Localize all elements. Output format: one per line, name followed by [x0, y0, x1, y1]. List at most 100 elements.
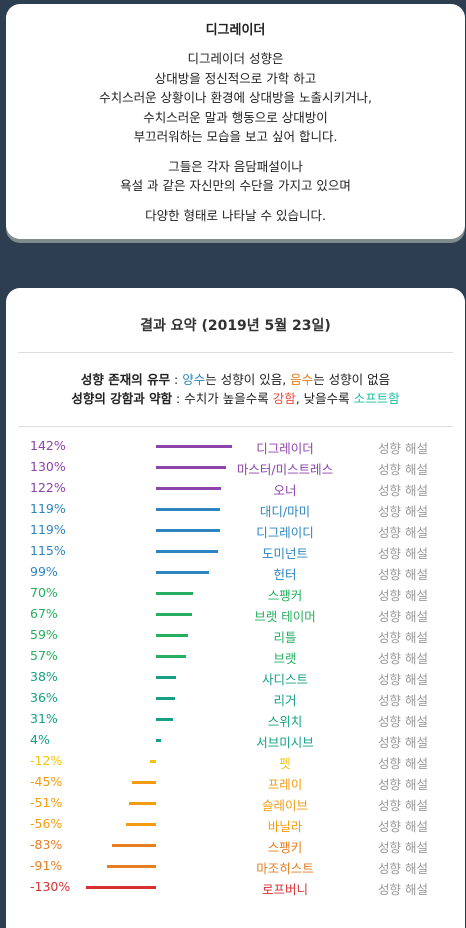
- result-bar: [128, 802, 156, 805]
- result-bar: [126, 823, 156, 826]
- result-percentage: 130%: [30, 459, 66, 474]
- result-percentage: 67%: [30, 606, 58, 621]
- result-type-name: 서브미시브: [256, 735, 314, 750]
- interpretation-link[interactable]: 성향 해설: [378, 735, 428, 750]
- interpretation-link[interactable]: 성향 해설: [378, 588, 428, 603]
- result-percentage: -130%: [30, 879, 71, 894]
- interpretation-link[interactable]: 성향 해설: [378, 714, 428, 729]
- result-row: 59% 리틀 성향 해설: [6, 625, 465, 646]
- result-percentage: -12%: [30, 753, 63, 768]
- intro-title: 디그레이더: [205, 23, 266, 38]
- result-type-name: 펫: [279, 756, 291, 771]
- result-row: 70% 스팽커 성향 해설: [6, 583, 465, 604]
- result-percentage: -91%: [30, 858, 63, 873]
- result-bar: [156, 655, 187, 658]
- result-percentage: 142%: [30, 438, 66, 453]
- interpretation-link[interactable]: 성향 해설: [378, 861, 428, 876]
- interpretation-link[interactable]: 성향 해설: [378, 525, 428, 540]
- interpretation-link[interactable]: 성향 해설: [378, 609, 428, 624]
- result-type-name: 로프버니: [261, 882, 308, 897]
- interpretation-link[interactable]: 성향 해설: [378, 819, 428, 834]
- summary-card: 결과 요약 (2019년 5월 23일) 성향 존재의 유무 : 양수는 성향이…: [6, 288, 465, 928]
- intro-line: 수치스러운 상황이나 환경에 상대방을 노출시키거나,: [99, 90, 372, 105]
- result-type-name: 스위치: [267, 714, 303, 729]
- interpretation-link[interactable]: 성향 해설: [378, 651, 428, 666]
- result-bar: [156, 613, 192, 616]
- summary-legend: 성향 존재의 유무 : 양수는 성향이 있음, 음수는 성향이 없음 성향의 강…: [6, 370, 465, 408]
- interpretation-link[interactable]: 성향 해설: [378, 567, 428, 582]
- result-type-name: 스팽키: [267, 840, 303, 855]
- result-row: 115% 도미넌트 성향 해설: [6, 541, 465, 562]
- result-row: 119% 대디/마미 성향 해설: [6, 499, 465, 520]
- interpretation-link[interactable]: 성향 해설: [378, 756, 428, 771]
- result-bar: [156, 508, 220, 511]
- interpretation-link[interactable]: 성향 해설: [378, 504, 428, 519]
- result-type-name: 디그레이디: [256, 525, 314, 540]
- result-row: -130% 로프버니 성향 해설: [6, 877, 465, 898]
- result-bar: [156, 697, 176, 700]
- result-bar: [156, 676, 177, 679]
- interpretation-link[interactable]: 성향 해설: [378, 546, 428, 561]
- intro-line: 부끄러워하는 모습을 보고 싶어 합니다.: [133, 129, 338, 144]
- result-percentage: -51%: [30, 795, 63, 810]
- result-row: -83% 스팽키 성향 해설: [6, 835, 465, 856]
- result-percentage: 38%: [30, 669, 58, 684]
- interpretation-link[interactable]: 성향 해설: [378, 462, 428, 477]
- result-type-name: 도미넌트: [261, 546, 308, 561]
- result-bar: [156, 487, 222, 490]
- result-row: 142% 디그레이더 성향 해설: [6, 436, 465, 457]
- result-type-name: 마조히스트: [256, 861, 314, 876]
- result-type-name: 오너: [273, 483, 297, 498]
- result-bar: [156, 445, 232, 448]
- result-bar: [156, 739, 161, 742]
- intro-description: 디그레이더 성향은 상대방을 정신적으로 가학 하고 수치스러운 상황이나 환경…: [6, 49, 465, 225]
- result-bar: [156, 592, 194, 595]
- result-type-name: 리거: [273, 693, 297, 708]
- result-row: 38% 사디스트 성향 해설: [6, 667, 465, 688]
- result-bar: [86, 886, 156, 889]
- result-bar: [107, 865, 156, 868]
- intro-line: 상대방을 정신적으로 가학 하고: [154, 70, 317, 86]
- result-type-name: 브랫 테이머: [254, 609, 316, 624]
- result-percentage: 36%: [30, 690, 58, 705]
- summary-title: 결과 요약 (2019년 5월 23일): [140, 318, 331, 334]
- interpretation-link[interactable]: 성향 해설: [378, 483, 428, 498]
- result-bar: [131, 781, 156, 784]
- result-bar: [149, 760, 156, 763]
- intro-line: 그들은 각자 음담패설이나: [168, 158, 303, 174]
- result-row: -45% 프레이 성향 해설: [6, 772, 465, 793]
- result-type-name: 브랫: [273, 651, 297, 666]
- result-bar: [156, 634, 188, 637]
- result-row: 57% 브랫 성향 해설: [6, 646, 465, 667]
- interpretation-link[interactable]: 성향 해설: [378, 882, 428, 897]
- result-bar: [156, 466, 226, 469]
- interpretation-link[interactable]: 성향 해설: [378, 441, 428, 456]
- interpretation-link[interactable]: 성향 해설: [378, 798, 428, 813]
- result-bar: [156, 718, 173, 721]
- result-type-name: 리틀: [273, 630, 297, 645]
- divider: [18, 426, 453, 427]
- result-percentage: -56%: [30, 816, 63, 831]
- interpretation-link[interactable]: 성향 해설: [378, 672, 428, 687]
- interpretation-link[interactable]: 성향 해설: [378, 693, 428, 708]
- interpretation-link[interactable]: 성향 해설: [378, 840, 428, 855]
- result-type-name: 디그레이더: [256, 441, 314, 456]
- result-percentage: 59%: [30, 627, 58, 642]
- result-type-name: 프레이: [267, 777, 303, 792]
- intro-line: 다양한 형태로 나타날 수 있습니다.: [145, 207, 326, 223]
- result-row: 31% 스위치 성향 해설: [6, 709, 465, 730]
- legend-existence: 성향 존재의 유무 : 양수는 성향이 있음, 음수는 성향이 없음: [80, 372, 391, 387]
- interpretation-link[interactable]: 성향 해설: [378, 630, 428, 645]
- result-type-name: 대디/마미: [259, 504, 311, 519]
- result-bar: [156, 529, 220, 532]
- interpretation-link[interactable]: 성향 해설: [378, 777, 428, 792]
- result-row: 119% 디그레이디 성향 해설: [6, 520, 465, 541]
- result-row: 4% 서브미시브 성향 해설: [6, 730, 465, 751]
- result-row: 99% 헌터 성향 해설: [6, 562, 465, 583]
- result-row: -91% 마조히스트 성향 해설: [6, 856, 465, 877]
- legend-strength: 성향의 강함과 약함 : 수치가 높을수록 강함, 낮을수록 소프트함: [71, 391, 400, 406]
- result-percentage: 57%: [30, 648, 58, 663]
- result-row: 67% 브랫 테이머 성향 해설: [6, 604, 465, 625]
- intro-line: 욕설 과 같은 자신만의 수단을 가지고 있으며: [120, 178, 351, 193]
- result-percentage: 99%: [30, 564, 58, 579]
